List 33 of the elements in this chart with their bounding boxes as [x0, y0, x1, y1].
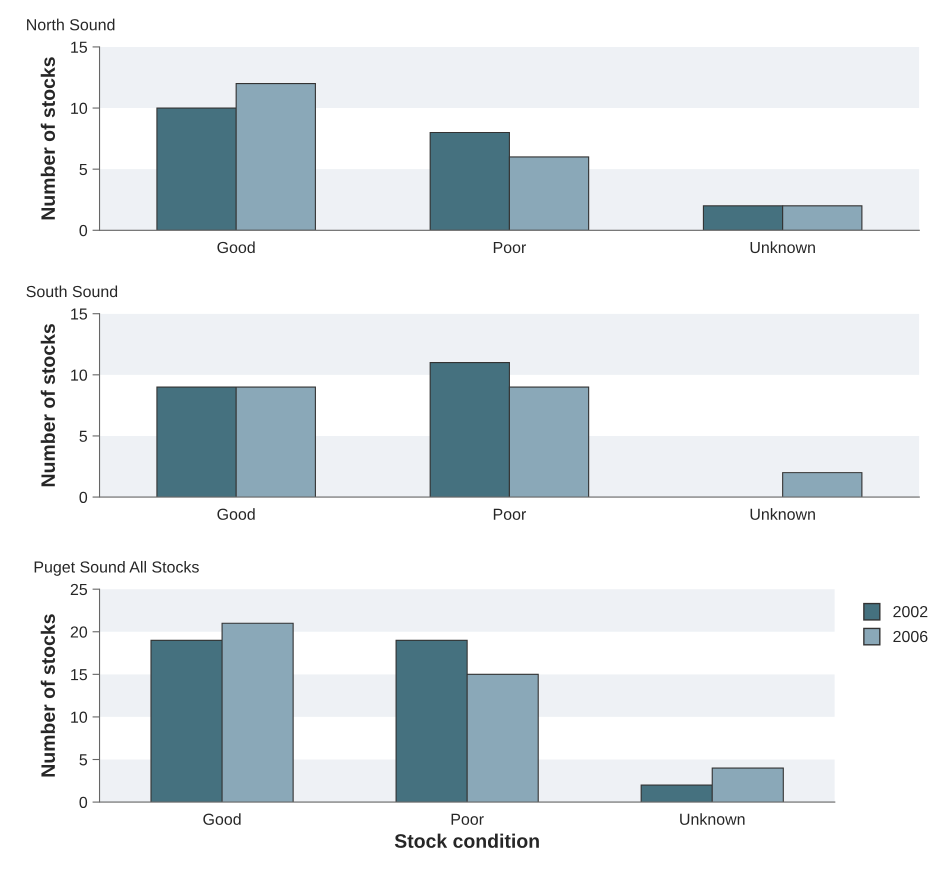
y-tick-label: 25	[70, 584, 88, 596]
x-tick-label: Good	[203, 813, 241, 825]
x-tick-label: Unknown	[750, 241, 815, 254]
y-tick-label: 10	[71, 369, 88, 381]
chart-title: North Sound	[27, 18, 114, 30]
chart-title: South Sound	[26, 285, 118, 298]
y-tick-label: 5	[79, 754, 88, 766]
chart-title: Puget Sound All Stocks	[34, 560, 199, 576]
y-axis-title: Number of stocks	[40, 324, 56, 486]
x-tick-label: Good	[217, 508, 255, 520]
legend-label: 2006	[893, 630, 928, 642]
y-tick-label: 0	[79, 492, 88, 504]
y-tick-label: 15	[71, 308, 88, 320]
legend-label: 2002	[893, 606, 928, 618]
x-tick-label: Unknown	[680, 813, 744, 825]
y-tick-label: 20	[70, 626, 88, 638]
x-tick-label: Poor	[494, 508, 526, 520]
y-tick-label: 0	[79, 796, 88, 808]
y-tick-label: 10	[71, 712, 88, 723]
x-tick-label: Poor	[452, 814, 484, 825]
x-tick-label: Good	[217, 241, 255, 254]
x-tick-label: Unknown	[750, 508, 815, 520]
x-axis-title: Stock condition	[394, 834, 539, 848]
x-tick-label: Poor	[494, 242, 526, 254]
y-tick-label: 0	[79, 224, 88, 236]
y-axis-title: Number of stocks	[40, 614, 56, 776]
y-axis-title: Number of stocks	[40, 57, 56, 220]
y-tick-label: 5	[79, 164, 88, 176]
y-tick-label: 10	[71, 102, 88, 114]
y-tick-label: 15	[71, 669, 88, 680]
y-tick-label: 5	[79, 430, 88, 442]
bar	[782, 472, 862, 498]
y-tick-label: 15	[71, 42, 88, 53]
